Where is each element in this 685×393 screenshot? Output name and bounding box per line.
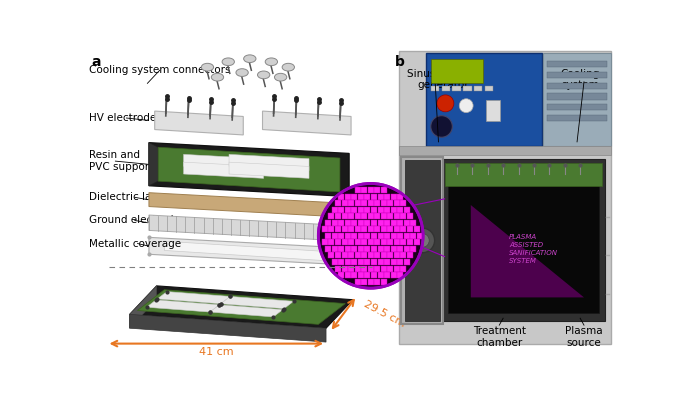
Polygon shape bbox=[129, 314, 326, 342]
Polygon shape bbox=[184, 162, 264, 178]
Bar bbox=[474, 86, 482, 91]
Bar bbox=[547, 94, 607, 99]
Text: 29.5 cm: 29.5 cm bbox=[362, 299, 407, 329]
Text: HV electrodes: HV electrodes bbox=[89, 113, 162, 123]
Bar bbox=[463, 86, 471, 91]
Bar bbox=[401, 156, 443, 324]
Bar bbox=[547, 104, 607, 110]
Polygon shape bbox=[262, 111, 351, 135]
Ellipse shape bbox=[265, 58, 277, 66]
Bar bbox=[485, 86, 493, 91]
Polygon shape bbox=[149, 143, 349, 196]
Bar bbox=[405, 160, 440, 321]
Bar bbox=[431, 59, 483, 83]
Ellipse shape bbox=[275, 73, 287, 81]
Text: b: b bbox=[395, 55, 406, 69]
Bar bbox=[399, 146, 611, 155]
Text: Resin and
PVC support: Resin and PVC support bbox=[89, 150, 153, 172]
Bar bbox=[543, 53, 611, 146]
Polygon shape bbox=[229, 162, 309, 178]
Bar bbox=[547, 115, 607, 121]
Bar bbox=[547, 83, 607, 89]
Polygon shape bbox=[147, 300, 219, 312]
Polygon shape bbox=[149, 215, 349, 241]
Ellipse shape bbox=[236, 69, 248, 76]
Ellipse shape bbox=[211, 73, 223, 81]
Ellipse shape bbox=[258, 71, 270, 79]
Text: Plasma
source: Plasma source bbox=[565, 326, 603, 347]
Ellipse shape bbox=[282, 63, 295, 71]
Polygon shape bbox=[149, 143, 158, 186]
Polygon shape bbox=[149, 193, 349, 217]
Polygon shape bbox=[149, 237, 349, 265]
Polygon shape bbox=[155, 111, 243, 135]
Text: PLASMA
ASSISTED
SANIFICATION
SYSTEM: PLASMA ASSISTED SANIFICATION SYSTEM bbox=[509, 234, 558, 264]
Polygon shape bbox=[138, 290, 345, 324]
Polygon shape bbox=[164, 241, 334, 261]
Polygon shape bbox=[184, 154, 264, 171]
Text: Dielectric layer: Dielectric layer bbox=[89, 192, 168, 202]
Text: Ground electrode: Ground electrode bbox=[89, 215, 179, 226]
Circle shape bbox=[319, 184, 423, 288]
Polygon shape bbox=[229, 154, 309, 171]
Polygon shape bbox=[129, 286, 353, 328]
Bar bbox=[448, 182, 599, 313]
Bar bbox=[442, 159, 605, 321]
Polygon shape bbox=[471, 205, 584, 298]
Bar bbox=[399, 51, 611, 343]
Text: 41 cm: 41 cm bbox=[199, 347, 234, 358]
Text: a: a bbox=[91, 55, 101, 69]
Circle shape bbox=[415, 233, 429, 247]
Bar bbox=[486, 99, 500, 121]
Bar bbox=[442, 86, 450, 91]
Ellipse shape bbox=[201, 63, 214, 71]
Polygon shape bbox=[158, 147, 340, 192]
Circle shape bbox=[431, 116, 452, 137]
Circle shape bbox=[437, 95, 454, 112]
Circle shape bbox=[410, 228, 434, 253]
Bar bbox=[547, 61, 607, 67]
Polygon shape bbox=[221, 296, 293, 309]
Ellipse shape bbox=[222, 58, 234, 66]
Circle shape bbox=[459, 99, 473, 113]
Bar bbox=[431, 86, 439, 91]
Polygon shape bbox=[129, 286, 157, 328]
Bar bbox=[426, 53, 542, 146]
Bar bbox=[452, 86, 461, 91]
Text: Sinusoidal HV
generator: Sinusoidal HV generator bbox=[407, 69, 479, 90]
Text: Cooling
system: Cooling system bbox=[560, 69, 600, 90]
Bar bbox=[547, 72, 607, 78]
Bar bbox=[445, 163, 601, 186]
Text: Treatment
chamber: Treatment chamber bbox=[473, 326, 526, 347]
Ellipse shape bbox=[244, 55, 256, 62]
Polygon shape bbox=[158, 292, 230, 304]
Text: Cooling system connectors: Cooling system connectors bbox=[89, 65, 230, 75]
Polygon shape bbox=[210, 305, 283, 317]
Text: Metallic coverage: Metallic coverage bbox=[89, 239, 181, 248]
